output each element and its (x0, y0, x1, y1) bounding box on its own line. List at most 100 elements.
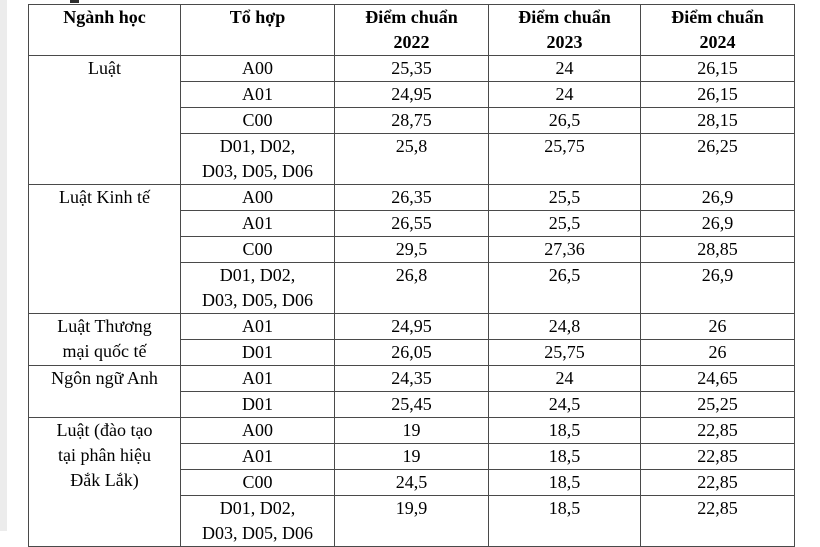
combo-label: D01, D02, (219, 136, 296, 156)
header-diem-chuan-2022: Điểm chuẩn 2022 (334, 4, 489, 56)
table-row: C00 24,5 18,5 22,85 (29, 469, 795, 496)
combo-label: C00 (242, 239, 273, 259)
score-cell: 24,65 (640, 365, 795, 392)
score-cell: 19 (334, 443, 489, 470)
header-label: Điểm chuẩn (365, 7, 458, 27)
combo-label: C00 (242, 472, 273, 492)
table-row: Luật Kinh tế A00 26,35 25,5 26,9 (28, 184, 795, 314)
score-cell: 18,5 (488, 417, 641, 444)
score-cell: 24,95 (334, 313, 489, 340)
score-cell: 26,9 (640, 184, 795, 211)
table-row: Luật A00 25,35 24 26,15 (28, 55, 795, 185)
combo-label: A00 (242, 187, 273, 207)
major-cell-luat: Luật (28, 55, 181, 185)
crop-artifact-mark (70, 0, 79, 3)
score-cell: 22,85 (640, 443, 795, 470)
score-cell: 27,36 (488, 236, 641, 263)
score-cell: 25,35 (334, 55, 489, 82)
combo-label: A01 (242, 84, 273, 104)
table-row: D01, D02, D03, D05, D06 25,8 25,75 26,25 (29, 133, 795, 185)
score-cell: 24,5 (334, 469, 489, 496)
score-cell: 22,85 (640, 417, 795, 444)
combo-cell: D01, D02, D03, D05, D06 (180, 262, 335, 314)
score-cell: 26,9 (640, 210, 795, 237)
score-cell: 26,35 (334, 184, 489, 211)
score-cell: 25,5 (488, 210, 641, 237)
table-row: A01 19 18,5 22,85 (29, 443, 795, 470)
combo-cell: A01 (180, 210, 335, 237)
admission-scores-table: Ngành học Tổ hợp Điểm chuẩn 2022 Điểm ch… (28, 4, 795, 547)
score-cell: 22,85 (640, 495, 795, 547)
score-cell: 26,5 (488, 107, 641, 134)
major-label: Ngôn ngữ Anh (51, 368, 158, 388)
page-edge-strip (0, 0, 7, 531)
score-cell: 25,75 (488, 339, 641, 366)
major-label: tại phân hiệu (58, 445, 151, 465)
combo-cell: C00 (180, 107, 335, 134)
header-diem-chuan-2023: Điểm chuẩn 2023 (488, 4, 641, 56)
major-label: Đắk Lắk) (70, 470, 139, 490)
header-label: Điểm chuẩn (518, 7, 611, 27)
score-cell: 18,5 (488, 443, 641, 470)
combo-label: D01, D02, (219, 265, 296, 285)
major-label: Luật Thương (57, 316, 152, 336)
combo-cell: D01, D02, D03, D05, D06 (180, 495, 335, 547)
header-to-hop: Tổ hợp (180, 4, 335, 56)
combo-label: D01, D02, (219, 498, 296, 518)
score-cell: 26,8 (334, 262, 489, 314)
score-cell: 26,05 (334, 339, 489, 366)
score-cell: 19,9 (334, 495, 489, 547)
combo-label: D01 (242, 394, 273, 414)
table-row: C00 28,75 26,5 28,15 (29, 107, 795, 134)
score-cell: 25,25 (640, 391, 795, 418)
combo-cell: D01, D02, D03, D05, D06 (180, 133, 335, 185)
score-cell: 28,75 (334, 107, 489, 134)
header-row: Ngành học Tổ hợp Điểm chuẩn 2022 Điểm ch… (28, 4, 795, 56)
score-cell: 29,5 (334, 236, 489, 263)
combo-cell: A01 (180, 81, 335, 108)
combo-cell: C00 (180, 236, 335, 263)
score-cell: 24,95 (334, 81, 489, 108)
major-label: mại quốc tế (62, 341, 147, 361)
combo-label: A01 (242, 368, 273, 388)
combo-label: A01 (242, 446, 273, 466)
score-cell: 25,5 (488, 184, 641, 211)
combo-label: D03, D05, D06 (202, 161, 313, 181)
major-label: Luật (đào tạo (56, 420, 153, 440)
table-row: Luật Thương mại quốc tế A01 24,95 24,8 2… (28, 313, 795, 366)
score-cell: 18,5 (488, 495, 641, 547)
combo-cell: A00 (180, 55, 335, 82)
major-cell-luat-thuong-mai: Luật Thương mại quốc tế (28, 313, 181, 366)
combo-label: C00 (242, 110, 273, 130)
combo-label: D03, D05, D06 (202, 290, 313, 310)
score-cell: 26,15 (640, 81, 795, 108)
score-cell: 25,8 (334, 133, 489, 185)
combo-cell: D01 (180, 391, 335, 418)
header-year: 2022 (393, 32, 430, 52)
score-cell: 24 (488, 81, 641, 108)
combo-label: D03, D05, D06 (202, 523, 313, 543)
combo-cell: A01 (180, 313, 335, 340)
header-year: 2024 (699, 32, 736, 52)
major-label: Luật Kinh tế (59, 187, 150, 207)
score-cell: 19 (334, 417, 489, 444)
combo-cell: A00 (180, 184, 335, 211)
major-cell-ngon-ngu-anh: Ngôn ngữ Anh (28, 365, 181, 418)
header-nganh-hoc: Ngành học (28, 4, 181, 56)
table-row: A01 24,95 24 26,15 (29, 81, 795, 108)
score-cell: 26,25 (640, 133, 795, 185)
score-cell: 24,5 (488, 391, 641, 418)
major-label: Luật (88, 58, 121, 78)
score-cell: 26 (640, 339, 795, 366)
score-cell: 24 (488, 55, 641, 82)
combo-label: A01 (242, 213, 273, 233)
score-cell: 28,15 (640, 107, 795, 134)
combo-label: A00 (242, 58, 273, 78)
table-row: Luật (đào tạo tại phân hiệu Đắk Lắk) A00… (28, 417, 795, 547)
score-cell: 24,35 (334, 365, 489, 392)
combo-cell: A00 (180, 417, 335, 444)
combo-label: A00 (242, 420, 273, 440)
score-cell: 26 (640, 313, 795, 340)
table-row: D01 25,45 24,5 25,25 (29, 391, 795, 418)
score-cell: 26,15 (640, 55, 795, 82)
